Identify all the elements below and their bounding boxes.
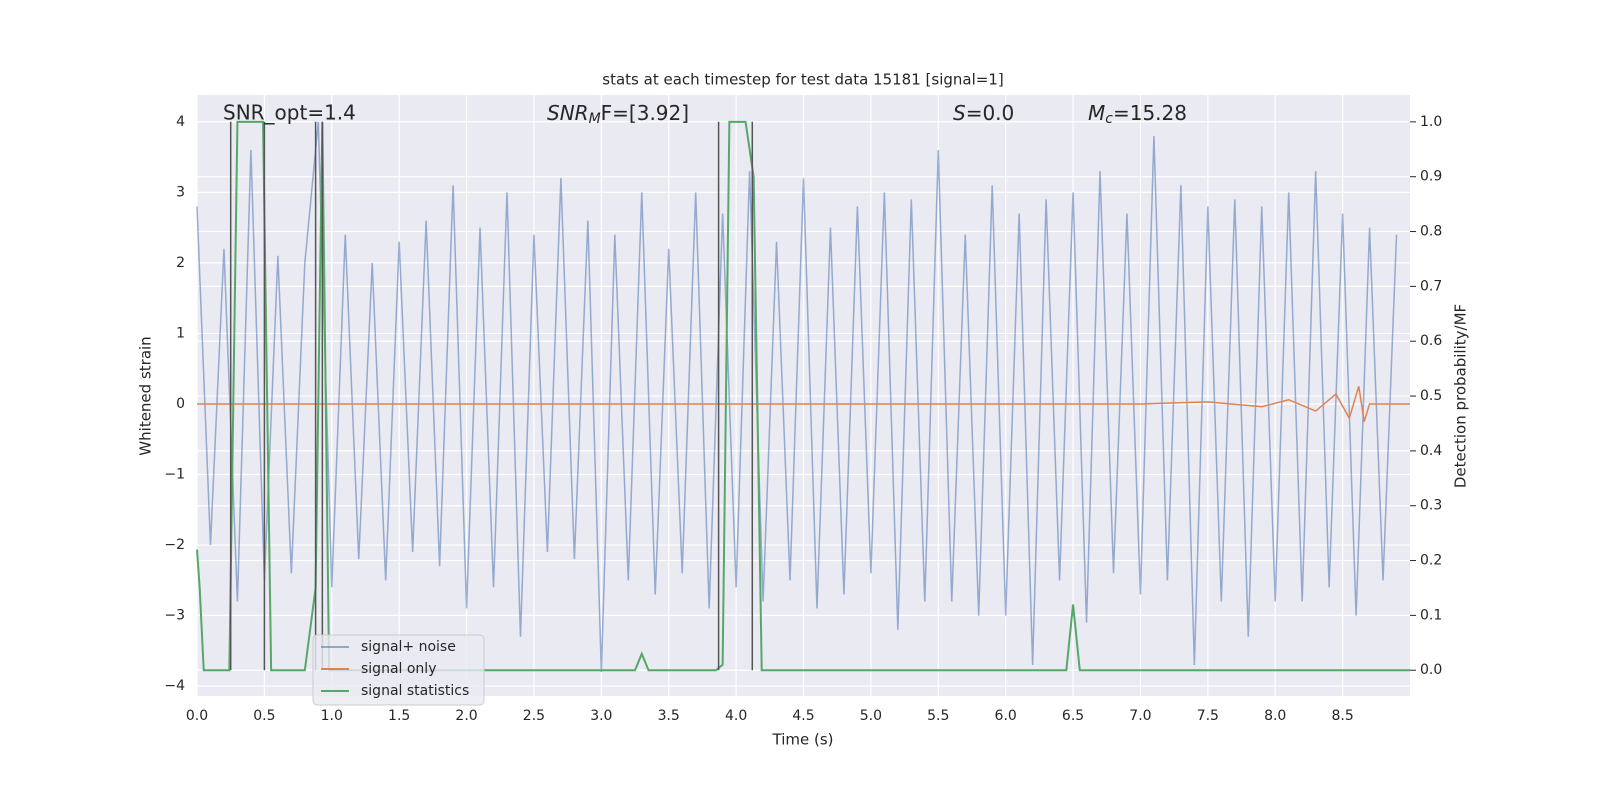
x-tick-label: 0.5 — [253, 708, 275, 724]
y2-axis-label: Detection probability/MF — [1452, 304, 1470, 488]
y2-tick-label: 0.2 — [1420, 553, 1442, 569]
x-tick-label: 6.0 — [995, 708, 1017, 724]
y-tick-label: −4 — [164, 678, 185, 694]
y2-tick-label: 0.5 — [1420, 388, 1442, 404]
annotation-part: =0.0 — [966, 101, 1015, 125]
y2-tick-label: 0.0 — [1420, 662, 1442, 678]
x-tick-label: 2.0 — [455, 708, 477, 724]
legend-label: signal statistics — [361, 683, 469, 699]
x-tick-label: 8.5 — [1331, 708, 1353, 724]
x-tick-label: 4.5 — [792, 708, 814, 724]
x-axis-label: Time (s) — [772, 731, 834, 749]
annotation: SNRMF=[3.92] — [547, 101, 689, 128]
y-tick-label: 0 — [176, 396, 185, 412]
annotation-part: c — [1105, 111, 1113, 127]
series-line — [197, 386, 1410, 422]
annotation-part: M — [1088, 101, 1105, 125]
annotation-part: M — [589, 111, 601, 127]
y2-tick-label: 0.9 — [1420, 169, 1442, 185]
y2-tick-label: 0.4 — [1420, 443, 1442, 459]
x-tick-label: 1.5 — [388, 708, 410, 724]
x-tick-label: 7.5 — [1197, 708, 1219, 724]
x-tick-label: 8.0 — [1264, 708, 1286, 724]
y-tick-label: 4 — [176, 114, 185, 130]
y-tick-label: 2 — [176, 255, 185, 271]
y2-tick-label: 1.0 — [1420, 114, 1442, 130]
x-tick-label: 5.0 — [860, 708, 882, 724]
annotation: Mc=15.28 — [1088, 101, 1187, 128]
annotation-part: =15.28 — [1113, 101, 1187, 125]
y-axis-label: Whitened strain — [137, 336, 155, 455]
y2-tick-label: 0.6 — [1420, 333, 1442, 349]
x-tick-label: 7.0 — [1129, 708, 1151, 724]
x-tick-label: 1.0 — [321, 708, 343, 724]
y-tick-label: −1 — [164, 467, 185, 483]
y2-tick-label: 0.3 — [1420, 498, 1442, 514]
legend-box — [312, 634, 485, 706]
annotation-part: S — [953, 101, 966, 125]
chart-title: stats at each timestep for test data 151… — [602, 71, 1003, 89]
annotation: S=0.0 — [953, 101, 1014, 125]
x-tick-label: 3.0 — [590, 708, 612, 724]
x-tick-label: 5.5 — [927, 708, 949, 724]
annotation-part: F=[3.92] — [601, 101, 689, 125]
annotation-part: SNR — [547, 101, 589, 125]
x-tick-label: 6.5 — [1062, 708, 1084, 724]
y-tick-label: 1 — [176, 325, 185, 341]
y2-tick-label: 0.1 — [1420, 607, 1442, 623]
y-tick-label: −3 — [164, 608, 185, 624]
y2-tick-label: 0.7 — [1420, 278, 1442, 294]
y2-tick-label: 0.8 — [1420, 224, 1442, 240]
x-tick-label: 3.5 — [658, 708, 680, 724]
x-tick-label: 0.0 — [186, 708, 208, 724]
x-tick-label: 4.0 — [725, 708, 747, 724]
legend-label: signal+ noise — [361, 639, 456, 655]
series-line — [196, 121, 1398, 673]
x-tick-label: 2.5 — [523, 708, 545, 724]
y-tick-label: 3 — [176, 184, 185, 200]
y-tick-label: −2 — [164, 537, 185, 553]
annotation: SNR_opt=1.4 — [223, 101, 356, 125]
series-line — [196, 120, 1410, 672]
legend: signal+ noise signal only signal statistic… — [312, 634, 485, 706]
legend-label: signal only — [361, 661, 436, 677]
